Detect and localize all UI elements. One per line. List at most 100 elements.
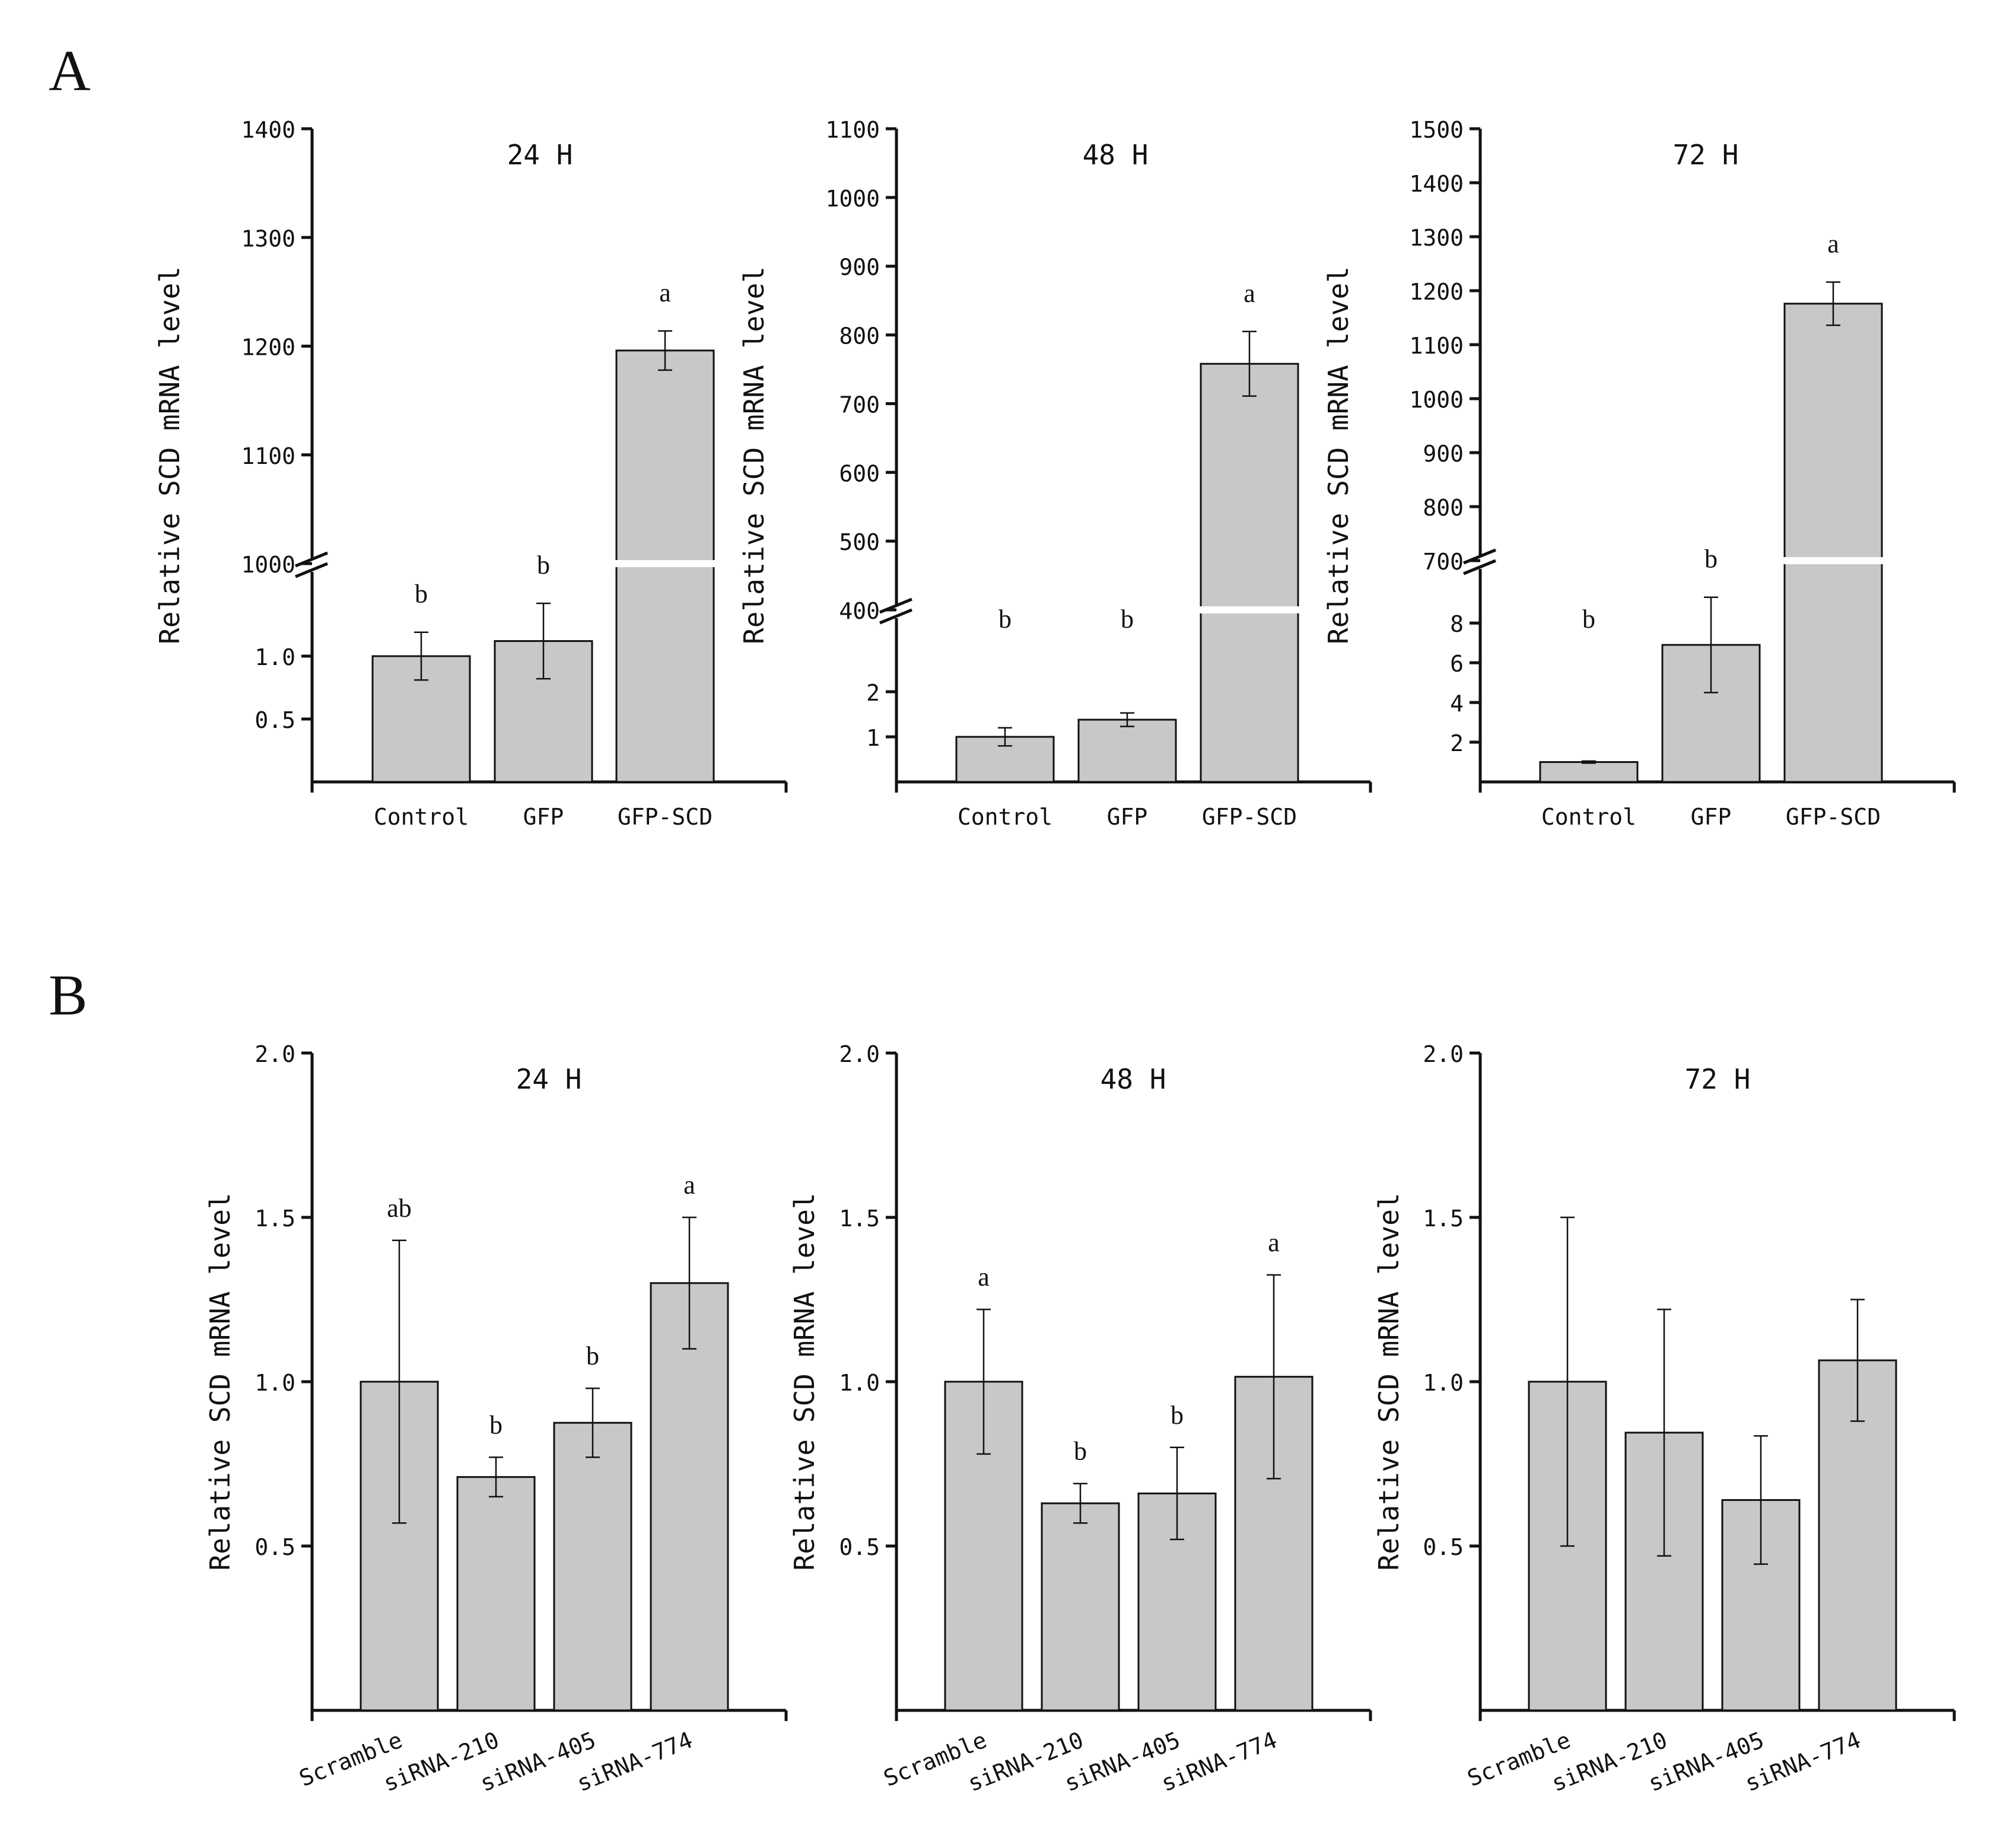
significance-letter: b xyxy=(415,580,428,609)
y-tick-label: 0.5 xyxy=(255,707,295,733)
y-tick-label: 1400 xyxy=(241,117,295,143)
bar-sirna-210 xyxy=(456,1476,536,1712)
y-tick-label: 800 xyxy=(1423,495,1464,521)
y-tick-label: 2.0 xyxy=(1423,1041,1464,1067)
x-tick-label: GFP-SCD xyxy=(1786,804,1881,830)
y-tick-label: 1300 xyxy=(1409,225,1464,251)
y-tick-label: 1000 xyxy=(241,552,295,578)
bar-break-gap xyxy=(1200,606,1299,613)
axis-break-mark xyxy=(295,551,328,568)
chart-a-24h: 24 H Relative SCD mRNA level 1000 1100 1200 1… xyxy=(154,117,788,830)
y-tick-label: 0.5 xyxy=(839,1534,880,1560)
significance-letter: a xyxy=(978,1262,990,1292)
bar-control xyxy=(1539,761,1639,783)
y-tick-label: 1100 xyxy=(241,443,295,469)
significance-letter: b xyxy=(586,1341,599,1370)
significance-letter: b xyxy=(1121,605,1134,634)
significance-letter: ab xyxy=(387,1194,412,1223)
y-axis-label: Relative SCD mRNA level xyxy=(1322,266,1354,644)
y-tick-label: 1.0 xyxy=(839,1370,880,1396)
y-tick-label: 0.5 xyxy=(1423,1534,1464,1560)
y-tick-label: 8 xyxy=(1450,611,1464,637)
y-tick-label: 800 xyxy=(839,323,880,349)
y-tick-label: 1200 xyxy=(241,335,295,361)
y-tick-label: 1.5 xyxy=(1423,1206,1464,1232)
y-tick-label: 2.0 xyxy=(839,1041,880,1067)
bar-break-gap xyxy=(615,560,715,567)
significance-letter: b xyxy=(1582,605,1595,634)
x-tick-label: Control xyxy=(958,804,1052,830)
axis-break-mark xyxy=(295,562,328,578)
y-tick-label: 1.5 xyxy=(839,1206,880,1232)
axis-break-mark xyxy=(879,597,912,614)
x-tick-label: GFP xyxy=(523,804,564,830)
y-tick-label: 900 xyxy=(839,255,880,281)
significance-letter: b xyxy=(998,605,1012,634)
bar-break-gap xyxy=(1783,557,1883,564)
bar-sirna-774 xyxy=(1818,1359,1897,1712)
significance-letter: b xyxy=(537,551,550,580)
y-tick-label: 1100 xyxy=(1409,333,1464,359)
chart-title: 24 H xyxy=(507,139,573,171)
y-tick-label: 2 xyxy=(1450,730,1464,756)
bar-sirna-405 xyxy=(553,1421,632,1712)
y-tick-label: 0.5 xyxy=(255,1534,295,1560)
axis-break-mark xyxy=(1463,548,1496,565)
x-tick-label: Control xyxy=(374,804,469,830)
chart-title: 72 H xyxy=(1685,1063,1751,1095)
x-tick-label: Control xyxy=(1541,804,1636,830)
charts-group: 24 H Relative SCD mRNA level 1000 1100 1200 1… xyxy=(154,117,1956,1796)
y-tick-label: 700 xyxy=(1423,549,1464,575)
y-axis-label: Relative SCD mRNA level xyxy=(788,1193,821,1571)
chart-a-48h: 48 H Relative SCD mRNA level 400 500 600 700 8… xyxy=(738,117,1372,830)
y-tick-label: 1.0 xyxy=(255,644,295,670)
chart-title: 48 H xyxy=(1101,1063,1166,1095)
y-tick-label: 900 xyxy=(1423,441,1464,467)
y-tick-label: 1000 xyxy=(825,186,880,212)
y-tick-label: 6 xyxy=(1450,651,1464,677)
y-tick-label: 1300 xyxy=(241,225,295,252)
significance-letter: b xyxy=(1074,1437,1087,1466)
chart-title: 72 H xyxy=(1673,139,1739,171)
y-axis-label: Relative SCD mRNA level xyxy=(204,1193,236,1571)
panel-label-a: A xyxy=(49,39,91,103)
y-axis-label: Relative SCD mRNA level xyxy=(1373,1193,1405,1571)
chart-title: 48 H xyxy=(1083,139,1149,171)
y-tick-label: 1100 xyxy=(825,117,880,143)
significance-letter: a xyxy=(659,278,671,307)
x-tick-label: GFP xyxy=(1107,804,1148,830)
chart-b-24h: 24 H Relative SCD mRNA level 0.5 1.0 1.5 2.0 a… xyxy=(204,1041,788,1796)
y-tick-label: 500 xyxy=(839,529,880,555)
y-tick-label: 400 xyxy=(839,598,880,624)
y-tick-label: 1200 xyxy=(1409,279,1464,305)
y-tick-label: 600 xyxy=(839,460,880,486)
significance-letter: b xyxy=(1171,1401,1184,1430)
y-tick-label: 1 xyxy=(866,725,880,751)
x-tick-label: GFP xyxy=(1691,804,1732,830)
bar-gfp-scd xyxy=(1783,303,1883,783)
y-axis-label: Relative SCD mRNA level xyxy=(154,266,186,644)
bar-gfp-scd xyxy=(1200,362,1299,783)
y-tick-label: 2.0 xyxy=(255,1041,295,1067)
x-tick-label: GFP-SCD xyxy=(1202,804,1297,830)
significance-letter: a xyxy=(683,1170,695,1200)
chart-a-72h: 72 H Relative SCD mRNA level 700 800 900 1000… xyxy=(1322,117,1956,830)
y-tick-label: 1000 xyxy=(1409,387,1464,413)
bar-sirna-210 xyxy=(1041,1502,1120,1712)
y-tick-label: 1.0 xyxy=(1423,1370,1464,1396)
chart-b-48h: 48 H Relative SCD mRNA level 0.5 1.0 1.5 2.0 a… xyxy=(788,1041,1372,1796)
bar-gfp xyxy=(1077,718,1177,783)
panel-label-b: B xyxy=(49,963,87,1028)
y-tick-label: 1.0 xyxy=(255,1370,295,1396)
significance-letter: b xyxy=(489,1410,503,1439)
significance-letter: a xyxy=(1244,279,1255,308)
significance-letter: b xyxy=(1704,545,1718,574)
x-tick-label: GFP-SCD xyxy=(618,804,713,830)
y-tick-label: 1400 xyxy=(1409,171,1464,197)
significance-letter: a xyxy=(1268,1228,1280,1257)
y-axis-label: Relative SCD mRNA level xyxy=(738,266,770,644)
y-tick-label: 1500 xyxy=(1409,117,1464,143)
significance-letter: a xyxy=(1827,229,1839,258)
